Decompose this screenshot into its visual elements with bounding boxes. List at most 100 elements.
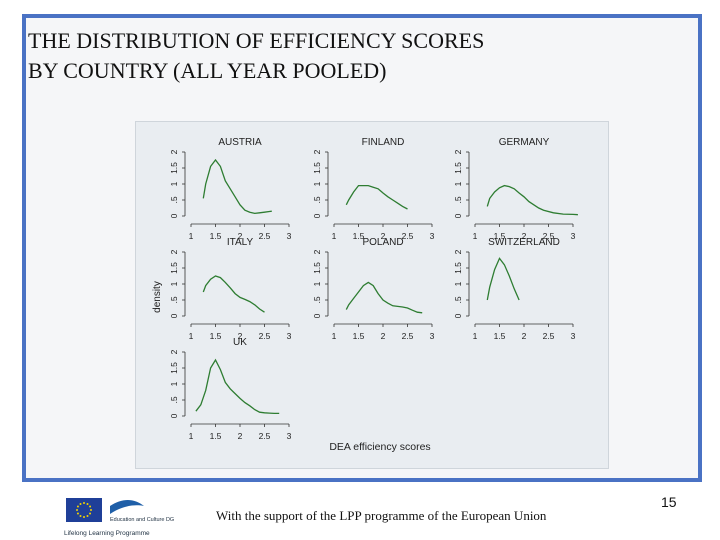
x-tick-label-uk: 1	[189, 431, 194, 441]
x-tick-label-germany: 1	[473, 231, 478, 241]
y-tick-label-italy: .5	[169, 296, 179, 303]
y-tick-label-austria: 0	[169, 213, 179, 218]
density-line-austria	[202, 158, 272, 215]
y-tick-label-germany: 2	[453, 149, 463, 154]
density-line-germany	[486, 184, 578, 216]
eu-star-icon	[83, 516, 85, 518]
x-tick-label-germany: 2	[522, 231, 527, 241]
x-tick-label-italy: 1.5	[210, 331, 222, 341]
x-tick-label-switzerland: 2.5	[543, 331, 555, 341]
slide-title: THE DISTRIBUTION OF EFFICIENCY SCORES BY…	[28, 26, 484, 86]
chart-figure: AUSTRIA 0.5 1 1.5 2 1 1.5 2 2.5 3 FINLAND 0.5 1 1.5 2 1…	[135, 121, 609, 469]
panel-title-finland: FINLAND	[362, 137, 405, 148]
eu-star-icon	[89, 505, 92, 508]
panel-title-uk: UK	[233, 337, 247, 348]
eu-star-icon	[86, 515, 89, 518]
eu-star-icon	[90, 509, 92, 511]
y-tick-label-finland: 0	[312, 213, 322, 218]
x-tick-label-germany: 1.5	[494, 231, 506, 241]
x-tick-label-finland: 2	[381, 231, 386, 241]
y-tick-label-poland: .5	[312, 296, 322, 303]
y-tick-label-austria: 2	[169, 149, 179, 154]
y-tick-label-poland: 1	[312, 281, 322, 286]
y-tick-label-switzerland: 1.5	[453, 262, 463, 274]
density-line-poland	[345, 281, 423, 314]
y-tick-label-poland: 1.5	[312, 262, 322, 274]
y-tick-label-uk: 0	[169, 413, 179, 418]
x-tick-label-finland: 2.5	[402, 231, 414, 241]
eu-star-icon	[89, 512, 92, 515]
density-line-finland	[345, 184, 408, 210]
x-tick-label-austria: 1	[189, 231, 194, 241]
y-tick-label-germany: 0	[453, 213, 463, 218]
y-tick-label-austria: .5	[169, 196, 179, 203]
logo-caption-programme: Lifelong Learning Programme	[64, 530, 150, 537]
y-axis-label: density	[152, 281, 163, 313]
y-tick-label-switzerland: .5	[453, 296, 463, 303]
y-tick-label-uk: 1	[169, 381, 179, 386]
footer-support-text: With the support of the LPP programme of…	[216, 508, 547, 523]
title-line-1: THE DISTRIBUTION OF EFFICIENCY SCORES	[28, 28, 485, 53]
x-tick-label-italy: 2.5	[259, 331, 271, 341]
x-tick-label-finland: 1	[332, 231, 337, 241]
y-tick-label-uk: .5	[169, 396, 179, 403]
panel-title-austria: AUSTRIA	[218, 137, 262, 148]
eu-flag-logo: Education and Culture DG Lifelong Learni…	[64, 498, 174, 537]
panel-title-italy: ITALY	[227, 237, 254, 248]
x-axis-label: DEA efficiency scores	[329, 441, 430, 453]
title-line-2: BY COUNTRY (ALL YEAR POOLED)	[28, 58, 387, 83]
x-tick-label-italy: 1	[189, 331, 194, 341]
x-tick-label-switzerland: 1	[473, 331, 478, 341]
x-tick-label-poland: 1.5	[353, 331, 365, 341]
x-tick-label-poland: 1	[332, 331, 337, 341]
x-tick-label-poland: 3	[430, 331, 435, 341]
y-tick-label-uk: 2	[169, 349, 179, 354]
x-tick-label-italy: 2	[238, 331, 243, 341]
x-tick-label-uk: 1.5	[210, 431, 222, 441]
y-tick-label-poland: 2	[312, 249, 322, 254]
x-tick-label-uk: 2	[238, 431, 243, 441]
y-tick-label-finland: 1.5	[312, 162, 322, 174]
x-tick-label-uk: 2.5	[259, 431, 271, 441]
y-tick-label-austria: 1.5	[169, 162, 179, 174]
eu-flag-icon	[66, 498, 102, 522]
eu-star-icon	[79, 515, 82, 518]
y-tick-label-italy: 0	[169, 313, 179, 318]
y-tick-label-switzerland: 1	[453, 281, 463, 286]
x-tick-label-poland: 2	[381, 331, 386, 341]
x-tick-label-italy: 3	[287, 331, 292, 341]
density-line-italy	[202, 275, 265, 313]
panel-title-switzerland: SWITZERLAND	[488, 237, 560, 248]
x-tick-label-finland: 3	[430, 231, 435, 241]
y-tick-label-finland: 1	[312, 181, 322, 186]
eu-star-icon	[86, 502, 89, 505]
density-line-uk	[195, 358, 280, 415]
y-tick-label-finland: .5	[312, 196, 322, 203]
x-tick-label-switzerland: 1.5	[494, 331, 506, 341]
page-number: 15	[661, 494, 677, 510]
y-tick-label-germany: 1	[453, 181, 463, 186]
x-tick-label-switzerland: 2	[522, 331, 527, 341]
y-tick-label-germany: .5	[453, 196, 463, 203]
x-tick-label-germany: 2.5	[543, 231, 555, 241]
y-tick-label-italy: 1	[169, 281, 179, 286]
panel-title-germany: GERMANY	[499, 137, 550, 148]
eu-star-icon	[79, 502, 82, 505]
x-tick-label-uk: 3	[287, 431, 292, 441]
y-tick-label-switzerland: 0	[453, 313, 463, 318]
y-tick-label-switzerland: 2	[453, 249, 463, 254]
panel-title-poland: POLAND	[362, 237, 403, 248]
y-tick-label-germany: 1.5	[453, 162, 463, 174]
x-tick-label-poland: 2.5	[402, 331, 414, 341]
y-tick-label-italy: 2	[169, 249, 179, 254]
eu-star-icon	[76, 509, 78, 511]
x-tick-label-austria: 3	[287, 231, 292, 241]
y-tick-label-poland: 0	[312, 313, 322, 318]
x-tick-label-austria: 2	[238, 231, 243, 241]
y-tick-label-italy: 1.5	[169, 262, 179, 274]
eu-star-icon	[76, 512, 79, 515]
x-tick-label-austria: 2.5	[259, 231, 271, 241]
y-tick-label-uk: 1.5	[169, 362, 179, 374]
density-line-switzerland	[486, 257, 520, 301]
eu-star-icon	[83, 502, 85, 504]
